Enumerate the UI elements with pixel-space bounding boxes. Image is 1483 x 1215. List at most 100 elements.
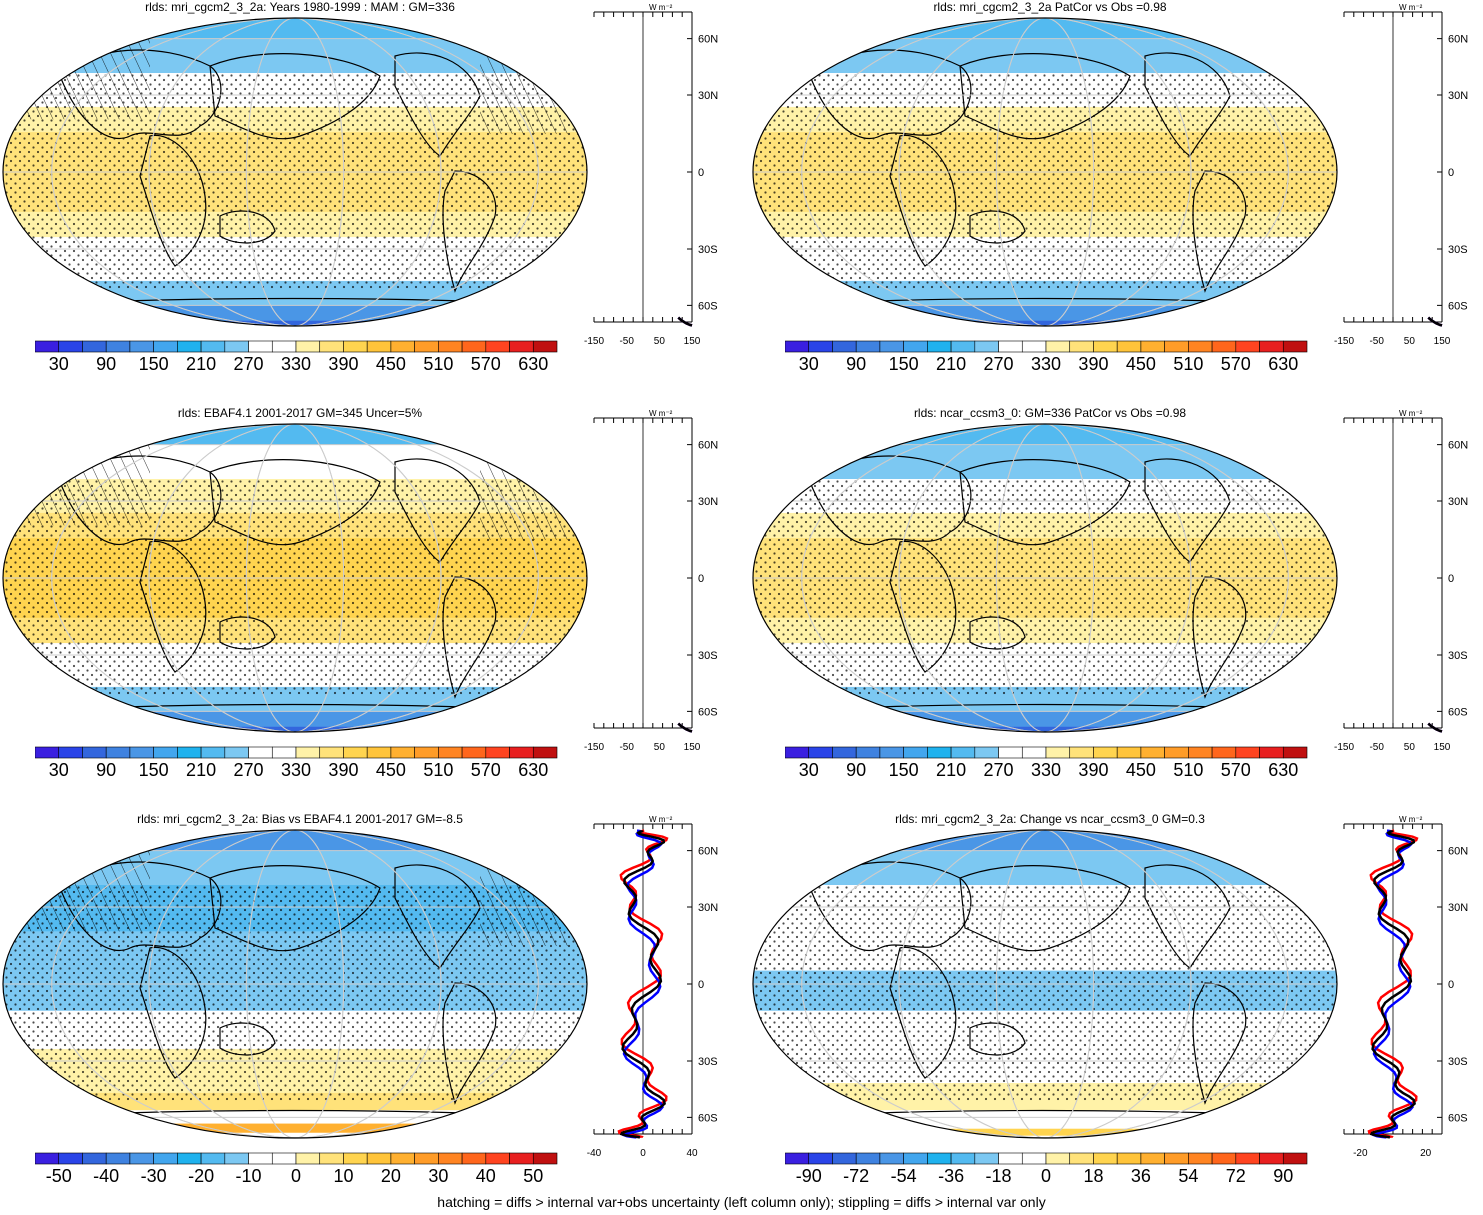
zonal-tick-label: -150 (1334, 742, 1354, 753)
colorbar-swatch (129, 340, 154, 353)
colorbar-swatch (998, 340, 1023, 353)
panel-title: rlds: mri_cgcm2_3_2a: Years 1980-1999 : … (145, 0, 455, 14)
colorbar-label: -50 (45, 1166, 72, 1186)
colorbar-label: 270 (233, 760, 264, 780)
zonal-lat-label: 60S (698, 300, 718, 312)
colorbar-swatch (509, 340, 534, 353)
field-band (3, 711, 587, 728)
colorbar-label: 90 (96, 354, 117, 374)
colorbar-swatch (366, 746, 392, 759)
zonal-lat-label: 0 (698, 573, 704, 585)
colorbar-swatch (1045, 746, 1071, 759)
colorbar-swatch (200, 1152, 226, 1165)
colorbar-swatch (1069, 1152, 1094, 1165)
colorbar-swatch (1282, 340, 1308, 353)
zonal-unit: W m⁻² (649, 409, 673, 418)
colorbar-label: 270 (233, 354, 264, 374)
field-band (3, 424, 587, 446)
zonal-tick-label: 50 (1404, 336, 1416, 347)
colorbar-swatch (319, 340, 344, 353)
colorbar-swatch (295, 746, 321, 759)
colorbar-swatch (390, 746, 415, 759)
colorbar-label: 330 (280, 760, 312, 780)
colorbar-swatch (974, 746, 999, 759)
stippling (753, 479, 1337, 696)
zonal-unit: W m⁻² (649, 815, 673, 824)
field-band (753, 726, 1337, 732)
colorbar-swatch (1235, 1152, 1260, 1165)
colorbar-label: 510 (1173, 354, 1204, 374)
zonal-tick-label: 50 (654, 742, 666, 753)
longitude-gridline (148, 18, 442, 326)
zonal-tick-label: 50 (1404, 742, 1416, 753)
colorbar-swatch (1140, 340, 1165, 353)
colorbar-label: 450 (375, 760, 406, 780)
colorbar-label: 510 (1173, 760, 1204, 780)
colorbar-swatch (950, 1152, 976, 1165)
panel-title: rlds: mri_cgcm2_3_2a: Change vs ncar_ccs… (895, 812, 1205, 826)
colorbar-label: -72 (843, 1166, 870, 1186)
colorbar-swatch (998, 1152, 1023, 1165)
colorbar-swatch (343, 340, 368, 353)
colorbar-swatch (855, 340, 881, 353)
stippling (753, 73, 1337, 290)
colorbar-labels: 30 90 150 210 270 330 390 450 510 570 630 (785, 354, 1307, 378)
colorbar-swatch (414, 746, 439, 759)
colorbar-swatch (903, 1152, 928, 1165)
zonal-mean-plot: W m⁻² -150 -50 50 150 60N 30N 0 30S 60S (1334, 409, 1468, 753)
zonal-tick-label: -20 (1353, 1148, 1368, 1159)
colorbar-label: 30 (48, 760, 69, 780)
colorbar-labels: 30 90 150 210 270 330 390 450 510 570 630 (35, 760, 557, 784)
longitude-gridline (801, 18, 1289, 326)
colorbar-swatch (832, 746, 857, 759)
colorbar-swatch (366, 340, 392, 353)
colorbar-swatch (1045, 340, 1071, 353)
zonal-line (1427, 722, 1443, 733)
colorbar-swatch (785, 1152, 810, 1165)
colorbar-swatch (200, 746, 226, 759)
field-band (3, 18, 587, 40)
longitude-gridline (898, 424, 1192, 732)
colorbar-swatch (461, 746, 487, 759)
stippling (753, 885, 1337, 1102)
colorbar-swatch (105, 340, 131, 353)
field-band (753, 1128, 1337, 1137)
colorbar-label: 570 (470, 760, 501, 780)
zonal-unit: W m⁻² (649, 3, 673, 12)
colorbar-swatch (1164, 746, 1189, 759)
zonal-lat-label: 60N (1448, 34, 1468, 46)
colorbar-swatch (879, 340, 904, 353)
colorbar-swatch (200, 340, 226, 353)
colorbar-swatch (1093, 340, 1118, 353)
colorbar-swatch (485, 340, 510, 353)
colorbar (785, 1152, 1308, 1165)
panel-title: rlds: EBAF4.1 2001-2017 GM=345 Uncer=5% (177, 406, 423, 420)
zonal-lat-label: 60N (1448, 846, 1468, 858)
colorbar-label: 50 (523, 1166, 544, 1186)
colorbar-swatch (785, 746, 810, 759)
colorbar-swatch (414, 1152, 439, 1165)
colorbar-label: 210 (186, 354, 217, 374)
hatching (480, 866, 587, 947)
zonal-unit: W m⁻² (1399, 3, 1423, 12)
map-border (752, 17, 1338, 327)
map-border (752, 423, 1338, 733)
colorbar-swatch (438, 746, 463, 759)
colorbar-swatch (153, 340, 178, 353)
colorbar-swatch (1235, 340, 1260, 353)
colorbar-label: 630 (518, 760, 549, 780)
colorbar-swatch (950, 746, 976, 759)
colorbar-swatch (1282, 746, 1308, 759)
colorbar-label: 570 (470, 354, 501, 374)
zonal-lat-label: 30S (1448, 1056, 1468, 1068)
colorbar-label: 630 (1268, 354, 1299, 374)
colorbar-label: 20 (380, 1166, 401, 1186)
robinson-map (2, 17, 588, 327)
colorbar-swatch (532, 1152, 558, 1165)
colorbar-label: 510 (423, 760, 454, 780)
colorbar-label: 90 (846, 760, 867, 780)
colorbar-swatch (808, 746, 833, 759)
colorbar-label: -40 (93, 1166, 120, 1186)
colorbar-swatch (927, 1152, 952, 1165)
colorbar-swatch (1140, 1152, 1165, 1165)
